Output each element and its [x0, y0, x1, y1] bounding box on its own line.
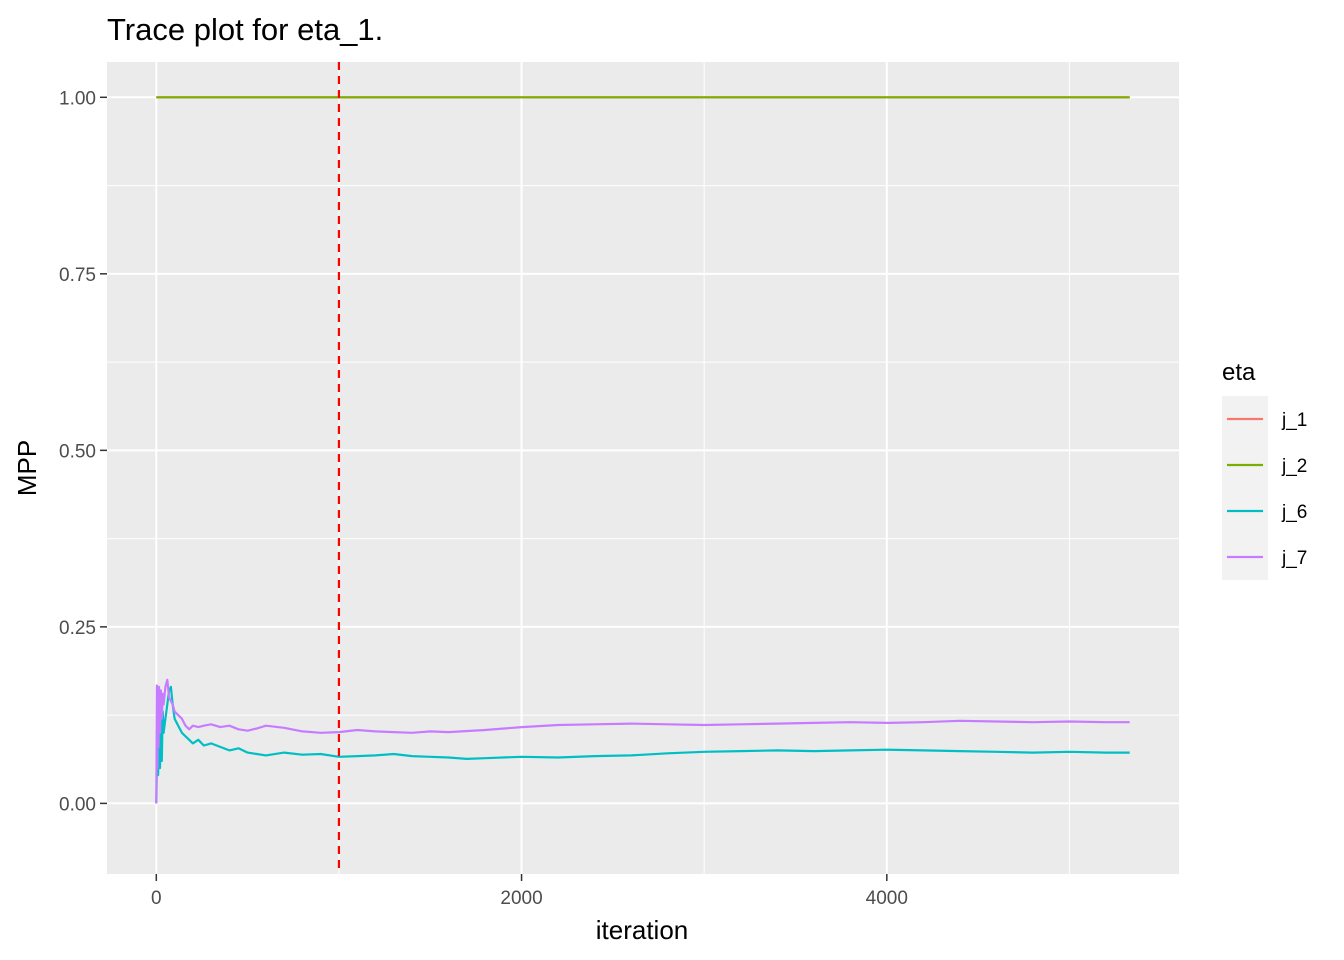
- x-axis: 0 2000 4000: [151, 874, 908, 909]
- legend-label: j_6: [1281, 502, 1307, 523]
- chart-title: Trace plot for eta_1.: [107, 12, 383, 47]
- grid-major: [107, 62, 1179, 874]
- y-tick-label: 0.50: [59, 441, 96, 462]
- y-tick-label: 1.00: [59, 88, 96, 109]
- legend-item-j-2: j_2: [1222, 442, 1307, 488]
- x-axis-title: iteration: [596, 915, 689, 945]
- legend-label: j_1: [1281, 410, 1307, 431]
- y-tick-label: 0.00: [59, 794, 96, 815]
- legend: eta j_1 j_2 j_6 j_7: [1222, 359, 1307, 580]
- legend-label: j_7: [1281, 548, 1307, 569]
- x-tick-label: 2000: [500, 888, 542, 909]
- y-axis: 0.00 0.25 0.50 0.75 1.00: [59, 88, 107, 815]
- legend-title: eta: [1222, 359, 1256, 386]
- legend-item-j-1: j_1: [1222, 396, 1307, 442]
- legend-item-j-7: j_7: [1222, 534, 1307, 580]
- plot-panel: [107, 62, 1179, 874]
- x-tick-label: 0: [151, 888, 162, 909]
- x-tick-label: 4000: [866, 888, 908, 909]
- y-axis-title: MPP: [12, 440, 42, 496]
- legend-label: j_2: [1281, 456, 1307, 477]
- series-layer: [155, 96, 1130, 804]
- y-tick-label: 0.25: [59, 618, 96, 639]
- grid-minor: [107, 62, 1179, 874]
- legend-item-j-6: j_6: [1222, 488, 1307, 534]
- series-line-j-7: [155, 678, 1130, 804]
- series-line-j-6: [155, 685, 1130, 804]
- y-tick-label: 0.75: [59, 265, 96, 286]
